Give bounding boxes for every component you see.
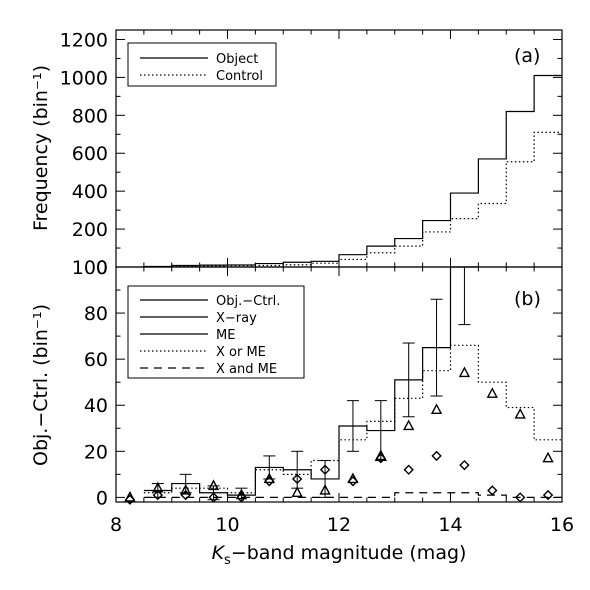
legend-me-label: ME <box>216 328 235 343</box>
y-tick-label: 20 <box>84 441 108 463</box>
x-tick-label: 16 <box>550 514 574 536</box>
me-marker <box>487 485 498 496</box>
me-marker <box>459 459 470 471</box>
xray-marker <box>207 479 220 491</box>
y-tick-label: 800 <box>72 105 108 127</box>
me-marker <box>291 473 303 485</box>
me-marker <box>347 476 359 487</box>
xray-marker <box>180 483 192 495</box>
x-axis-title: Ks−band magnitude (mag) <box>212 542 467 568</box>
y-tick-label: 100 <box>72 257 108 279</box>
me-marker <box>180 489 191 501</box>
xray-marker <box>486 387 498 398</box>
x-axis-title-rest: −band magnitude (mag) <box>231 542 467 564</box>
y-tick-label: 80 <box>84 303 108 325</box>
me-marker <box>375 453 387 464</box>
control-histogram <box>143 131 562 268</box>
legend-objctrl-label: Obj.−Ctrl. <box>216 294 280 309</box>
x-axis-title-sub: s <box>224 553 231 568</box>
y-tick-label: 0 <box>96 257 108 279</box>
legend-xandme-label: X and ME <box>216 362 277 377</box>
legend-object-label: Object <box>216 52 258 67</box>
panel-b-legend: Obj.−Ctrl. X−ray ME X or ME X and ME <box>127 285 305 379</box>
me-marker <box>542 489 554 501</box>
me-marker <box>208 492 219 503</box>
xray-marker <box>430 403 443 415</box>
panel-a-legend-box <box>127 42 277 87</box>
object-histogram <box>143 74 562 268</box>
panel-a-ylabel: Frequency (bin⁻¹) <box>30 65 52 231</box>
me-marker <box>236 492 247 503</box>
me-marker <box>403 464 414 475</box>
panel-b-plot <box>124 266 562 505</box>
me-marker <box>319 464 331 475</box>
xray-marker <box>542 451 554 463</box>
panel-a-plot <box>143 74 562 268</box>
me-marker <box>431 450 442 462</box>
panel-a-ticks: 0 200 400 600 800 1000 1200 <box>60 29 563 279</box>
panel-b-ylabel: Obj.−Ctrl. (bin⁻¹) <box>30 304 52 466</box>
me-marker <box>152 489 164 501</box>
legend-control-label: Control <box>216 69 263 84</box>
xray-marker <box>458 366 471 378</box>
y-tick-label: 400 <box>72 181 108 203</box>
x-tick-label: 8 <box>110 514 122 536</box>
xray-marker <box>263 472 275 484</box>
x-axis-title-k: K <box>212 542 226 564</box>
me-marker <box>264 476 275 487</box>
y-tick-label: 60 <box>84 349 108 371</box>
panel-b-ticks: 8 10 12 14 16 0 20 40 60 80 100 <box>72 257 574 536</box>
x-tick-label: 10 <box>215 514 239 536</box>
xray-marker <box>403 419 415 431</box>
xray-marker <box>319 483 331 495</box>
y-tick-label: 1000 <box>60 67 108 89</box>
panel-b-difference: 8 10 12 14 16 0 20 40 60 80 100 Obj.−Ctrl. (bin⁻¹)… <box>30 257 574 536</box>
legend-xray-label: X−ray <box>216 311 257 326</box>
xray-marker <box>235 488 248 500</box>
y-tick-label: 1200 <box>60 29 108 51</box>
x-tick-label: 12 <box>327 514 351 536</box>
y-tick-label: 0 <box>96 487 108 509</box>
xray-marker <box>124 490 136 502</box>
xray-marker <box>347 472 359 484</box>
x-and-me-histogram <box>143 492 562 498</box>
xray-marker <box>291 486 303 497</box>
legend-xorme-label: X or ME <box>216 345 266 360</box>
xray-marker <box>375 449 387 461</box>
me-marker <box>514 492 526 503</box>
panel-a-tag: (a) <box>514 45 540 67</box>
y-tick-label: 600 <box>72 143 108 165</box>
xray-marker <box>514 407 526 419</box>
x-tick-label: 14 <box>438 514 462 536</box>
panel-a-legend: Object Control <box>127 42 277 87</box>
panel-b-legend-box <box>127 285 305 379</box>
panel-b-tag: (b) <box>514 288 541 310</box>
me-marker <box>124 494 136 505</box>
y-tick-label: 40 <box>84 395 108 417</box>
y-tick-label: 200 <box>72 219 108 241</box>
